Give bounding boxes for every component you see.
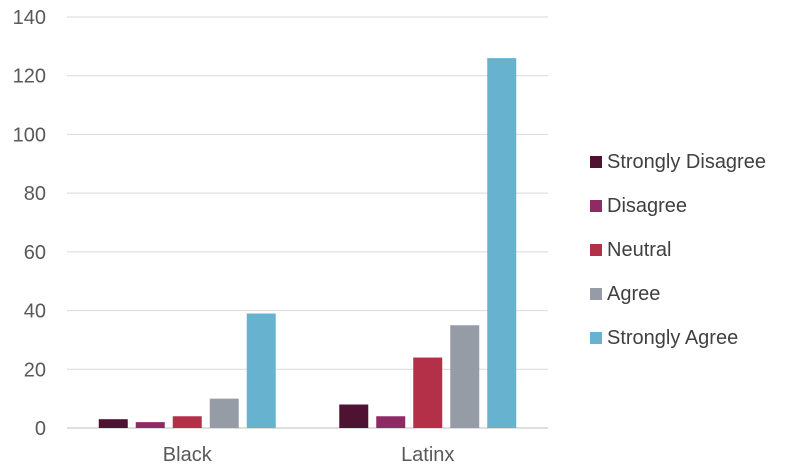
bar-latinx-disagree	[376, 416, 406, 428]
legend-label: Disagree	[607, 194, 688, 217]
bar-black-strongly-disagree	[98, 419, 128, 428]
legend-swatch	[590, 288, 602, 300]
legend-label: Strongly Agree	[607, 326, 739, 349]
y-tick-label: 100	[13, 124, 46, 146]
bar-black-strongly-agree	[246, 313, 276, 428]
y-tick-label: 40	[24, 301, 46, 323]
legend-label: Strongly Disagree	[607, 150, 766, 173]
bar-latinx-agree	[450, 325, 480, 428]
y-tick-label: 60	[24, 242, 46, 264]
bar-black-disagree	[135, 422, 165, 428]
y-tick-label: 120	[13, 66, 46, 88]
legend-item: Agree	[590, 272, 766, 316]
legend-swatch	[590, 200, 602, 212]
bar-latinx-neutral	[413, 357, 443, 428]
y-axis-tick-labels: 0 20 40 60 80 100 120 140	[13, 7, 46, 440]
gridlines	[67, 16, 548, 429]
y-tick-label: 80	[24, 183, 46, 205]
bars	[98, 58, 517, 428]
x-tick-label: Latinx	[401, 444, 454, 466]
legend-swatch	[590, 332, 602, 344]
y-tick-label: 140	[13, 7, 46, 29]
bar-black-agree	[209, 398, 239, 428]
legend-label: Neutral	[607, 238, 672, 261]
x-axis-tick-labels: Black Latinx	[163, 444, 455, 466]
bar-latinx-strongly-disagree	[339, 404, 369, 428]
legend-label: Agree	[607, 282, 661, 305]
x-tick-label: Black	[163, 444, 213, 466]
y-tick-label: 0	[35, 418, 46, 440]
legend-swatch	[590, 156, 602, 168]
legend-item: Neutral	[590, 228, 766, 272]
legend-swatch	[590, 244, 602, 256]
legend-item: Strongly Agree	[590, 316, 766, 360]
legend: Strongly Disagree Disagree Neutral Agree Str…	[590, 140, 766, 360]
legend-item: Disagree	[590, 184, 766, 228]
y-tick-label: 20	[24, 359, 46, 381]
bar-black-neutral	[172, 416, 202, 428]
legend-item: Strongly Disagree	[590, 140, 766, 184]
bar-latinx-strongly-agree	[487, 58, 517, 428]
